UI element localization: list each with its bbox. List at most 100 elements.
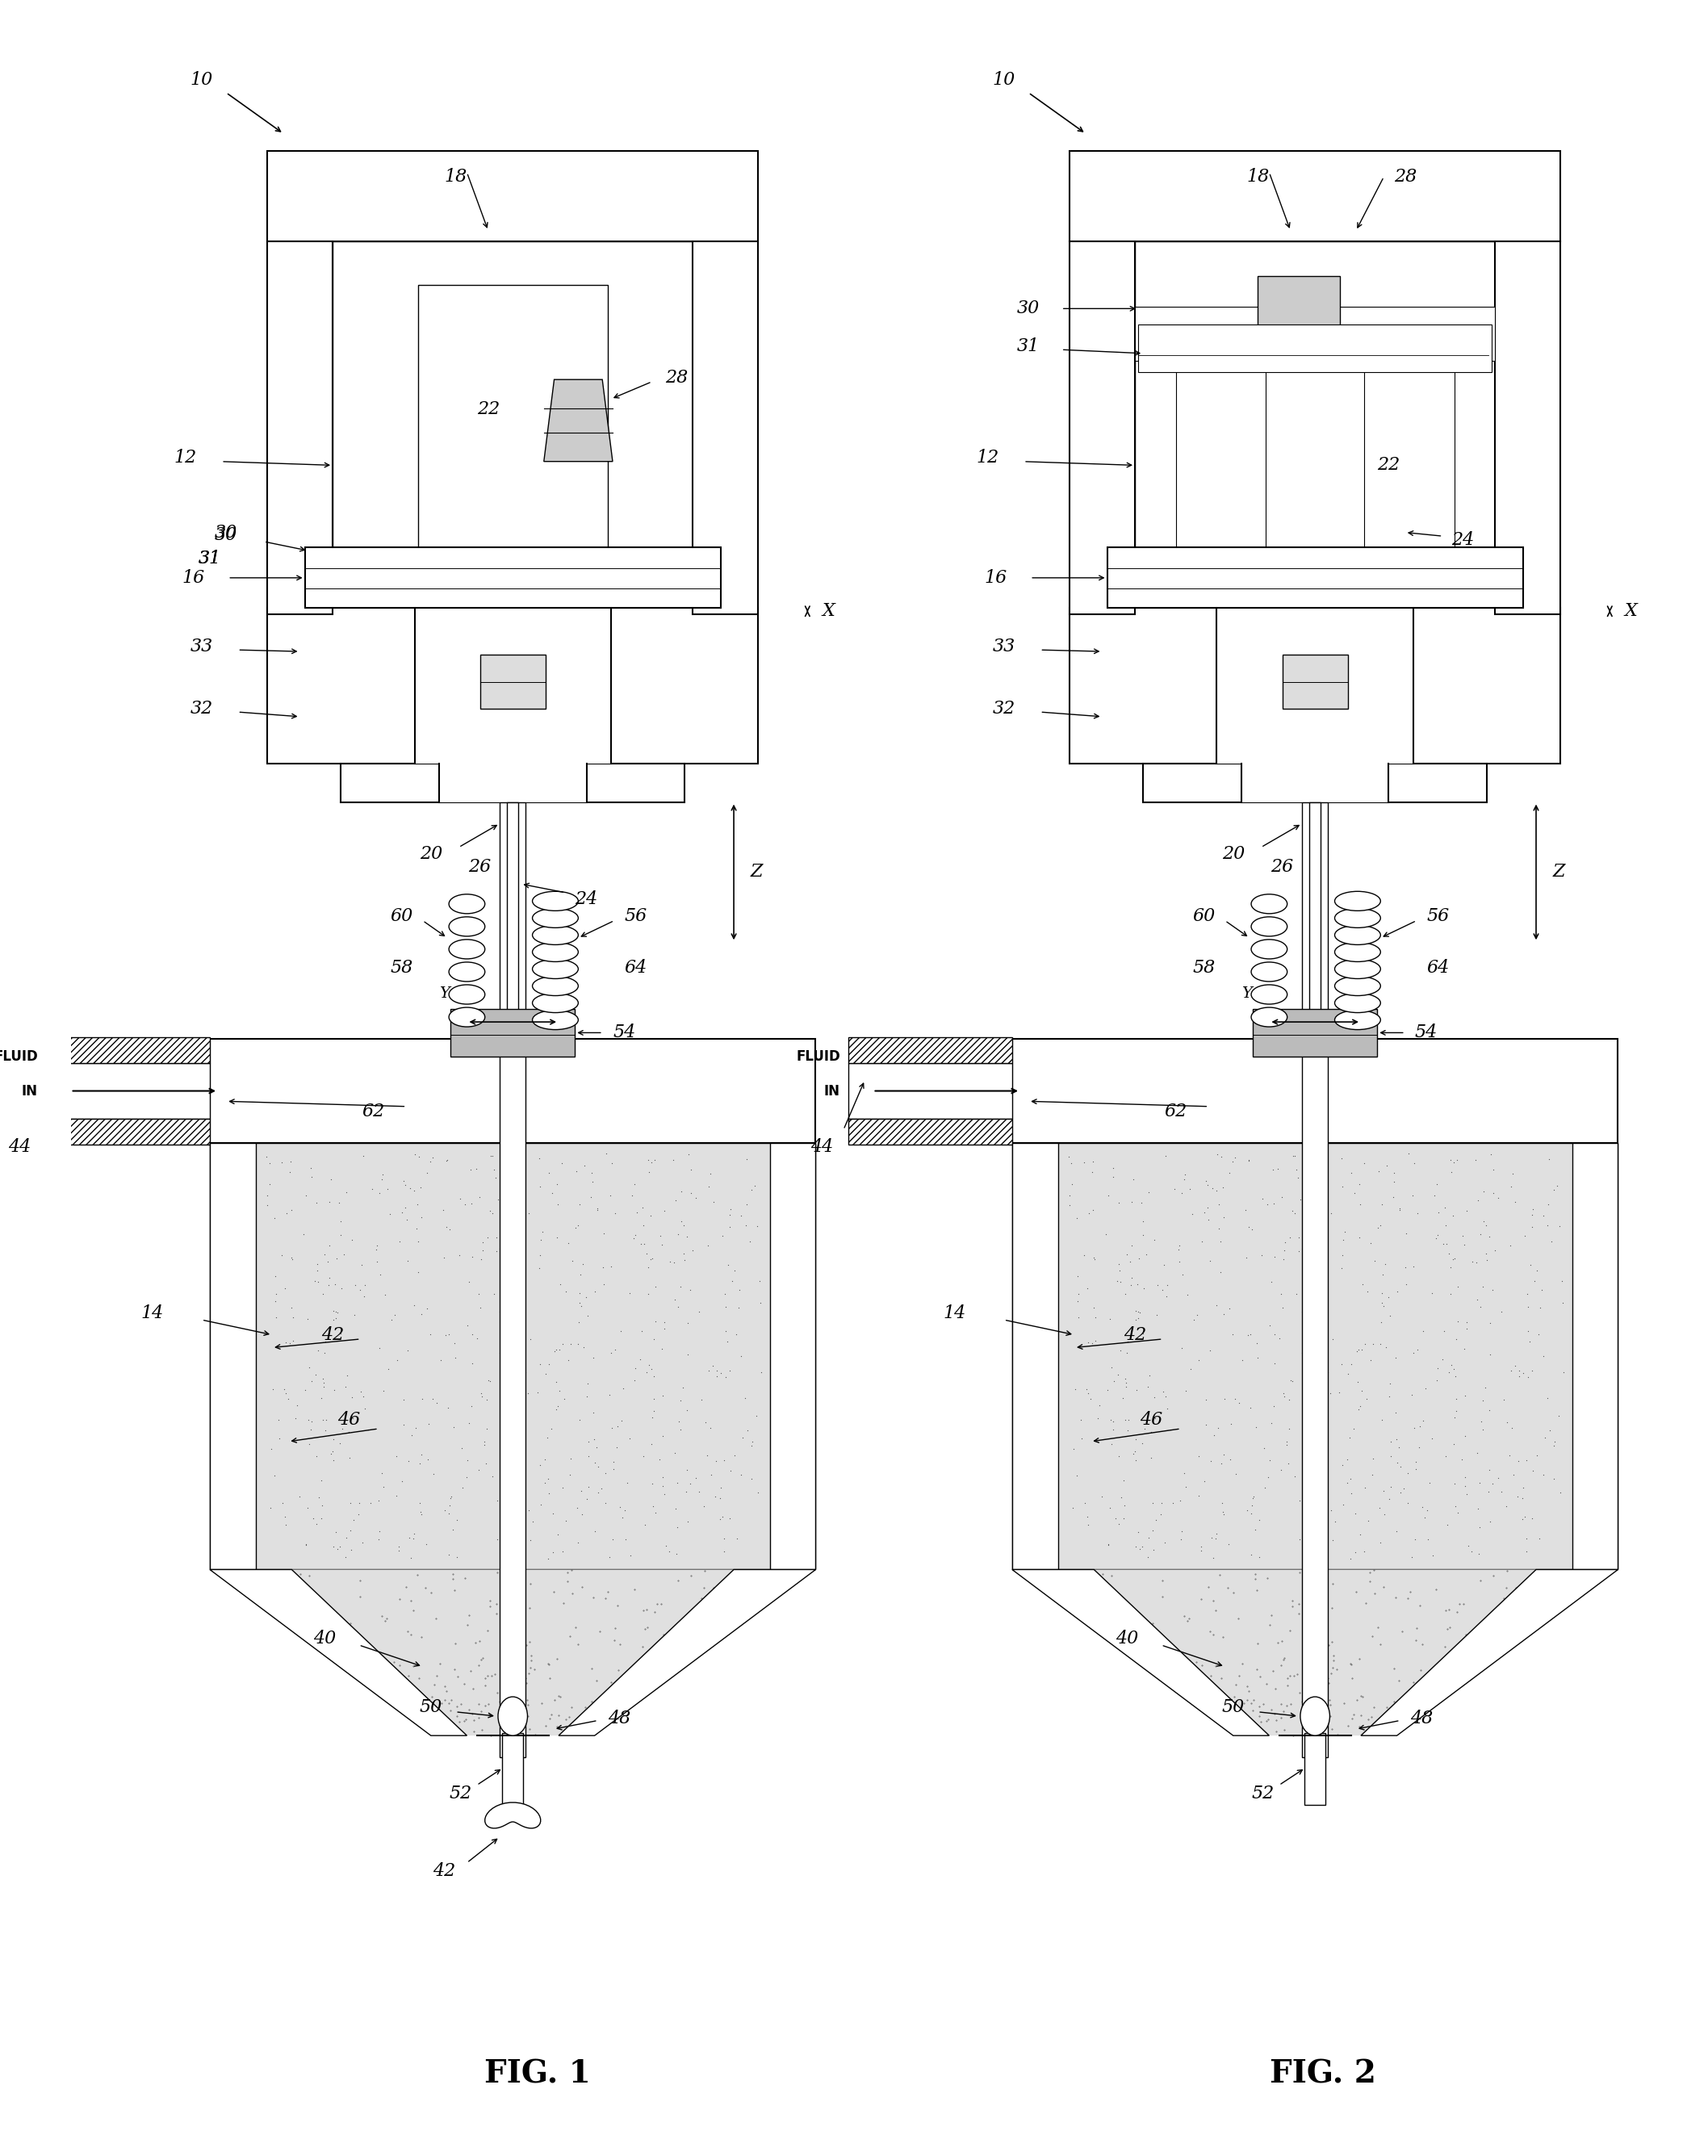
Point <box>1312 1485 1339 1520</box>
Point <box>519 1505 547 1539</box>
Point <box>1197 1445 1225 1479</box>
Point <box>328 1412 355 1447</box>
Point <box>543 1188 570 1222</box>
Point <box>601 1332 629 1367</box>
Bar <box>1134 306 1494 360</box>
Point <box>1541 1425 1568 1460</box>
Point <box>319 1423 347 1457</box>
Point <box>354 1412 381 1447</box>
Ellipse shape <box>533 977 579 996</box>
Point <box>1165 1233 1192 1268</box>
Point <box>451 1186 478 1220</box>
Point <box>1276 1363 1303 1397</box>
Point <box>642 1270 670 1304</box>
Point <box>323 1242 350 1276</box>
Point <box>598 1335 625 1369</box>
Point <box>1452 1468 1479 1503</box>
Point <box>1172 1470 1199 1505</box>
Point <box>1276 1412 1303 1447</box>
Point <box>1081 1324 1108 1358</box>
Ellipse shape <box>1334 959 1380 979</box>
Point <box>1250 1470 1278 1505</box>
Point <box>436 1537 463 1572</box>
Point <box>1459 1244 1486 1279</box>
Point <box>1202 1287 1230 1322</box>
Point <box>1153 1268 1180 1302</box>
Point <box>1185 1343 1213 1378</box>
Point <box>1452 1378 1479 1412</box>
Text: 31: 31 <box>198 550 222 567</box>
Point <box>630 1227 658 1261</box>
Point <box>1440 1352 1467 1386</box>
Point <box>610 1371 637 1406</box>
Ellipse shape <box>1334 942 1380 962</box>
Text: 26: 26 <box>1271 858 1293 875</box>
Point <box>1139 1533 1167 1567</box>
Point <box>603 1410 630 1445</box>
Point <box>1134 1175 1161 1210</box>
Bar <box>1069 151 1561 241</box>
Point <box>1079 1240 1107 1274</box>
Text: 64: 64 <box>1426 959 1450 977</box>
Point <box>275 1382 302 1416</box>
Point <box>637 1145 664 1179</box>
Point <box>1074 1376 1102 1410</box>
Point <box>326 1203 354 1238</box>
Ellipse shape <box>533 890 579 910</box>
Point <box>617 1421 644 1455</box>
Point <box>1151 1138 1179 1173</box>
Point <box>1433 1507 1460 1542</box>
Point <box>1334 1356 1361 1391</box>
Point <box>1337 1542 1365 1576</box>
Point <box>1348 1332 1375 1367</box>
Point <box>1544 1169 1571 1203</box>
Point <box>1517 1248 1544 1283</box>
Bar <box>46 1037 210 1063</box>
Point <box>1288 1294 1315 1328</box>
Point <box>1337 1477 1365 1511</box>
Point <box>1498 1410 1525 1445</box>
Point <box>1380 1164 1407 1199</box>
Text: 26: 26 <box>468 858 492 875</box>
Point <box>1442 1242 1469 1276</box>
Point <box>1238 1488 1266 1522</box>
Point <box>1508 1481 1535 1516</box>
Point <box>557 1442 584 1477</box>
Point <box>468 1225 495 1259</box>
Point <box>1342 1335 1370 1369</box>
Text: 33: 33 <box>190 638 214 655</box>
Point <box>1469 1412 1496 1447</box>
Point <box>716 1197 743 1231</box>
Point <box>622 1218 649 1253</box>
Polygon shape <box>543 379 613 461</box>
Text: Z: Z <box>1553 862 1565 882</box>
Point <box>565 1404 593 1438</box>
Point <box>307 1464 335 1498</box>
Text: 22: 22 <box>1377 457 1401 474</box>
Point <box>637 1242 664 1276</box>
Point <box>524 1376 552 1410</box>
Bar <box>1013 1039 1617 1143</box>
Polygon shape <box>1361 1570 1617 1736</box>
Point <box>1331 1488 1358 1522</box>
Point <box>318 1162 345 1197</box>
Point <box>1257 1266 1284 1300</box>
Bar <box>342 763 685 802</box>
Point <box>1288 1231 1315 1266</box>
Point <box>567 1473 594 1507</box>
Point <box>731 1382 758 1416</box>
Point <box>661 1283 688 1317</box>
Point <box>640 1322 668 1356</box>
Point <box>1308 1473 1336 1507</box>
Point <box>495 1343 523 1378</box>
Point <box>417 1317 444 1352</box>
Point <box>1368 1188 1395 1222</box>
Text: 24: 24 <box>576 890 598 908</box>
Point <box>427 1343 454 1378</box>
Point <box>1320 1505 1348 1539</box>
Point <box>483 1522 511 1557</box>
Point <box>550 1470 577 1505</box>
Point <box>1062 1460 1090 1494</box>
Point <box>640 1393 668 1427</box>
Point <box>1329 1250 1356 1285</box>
